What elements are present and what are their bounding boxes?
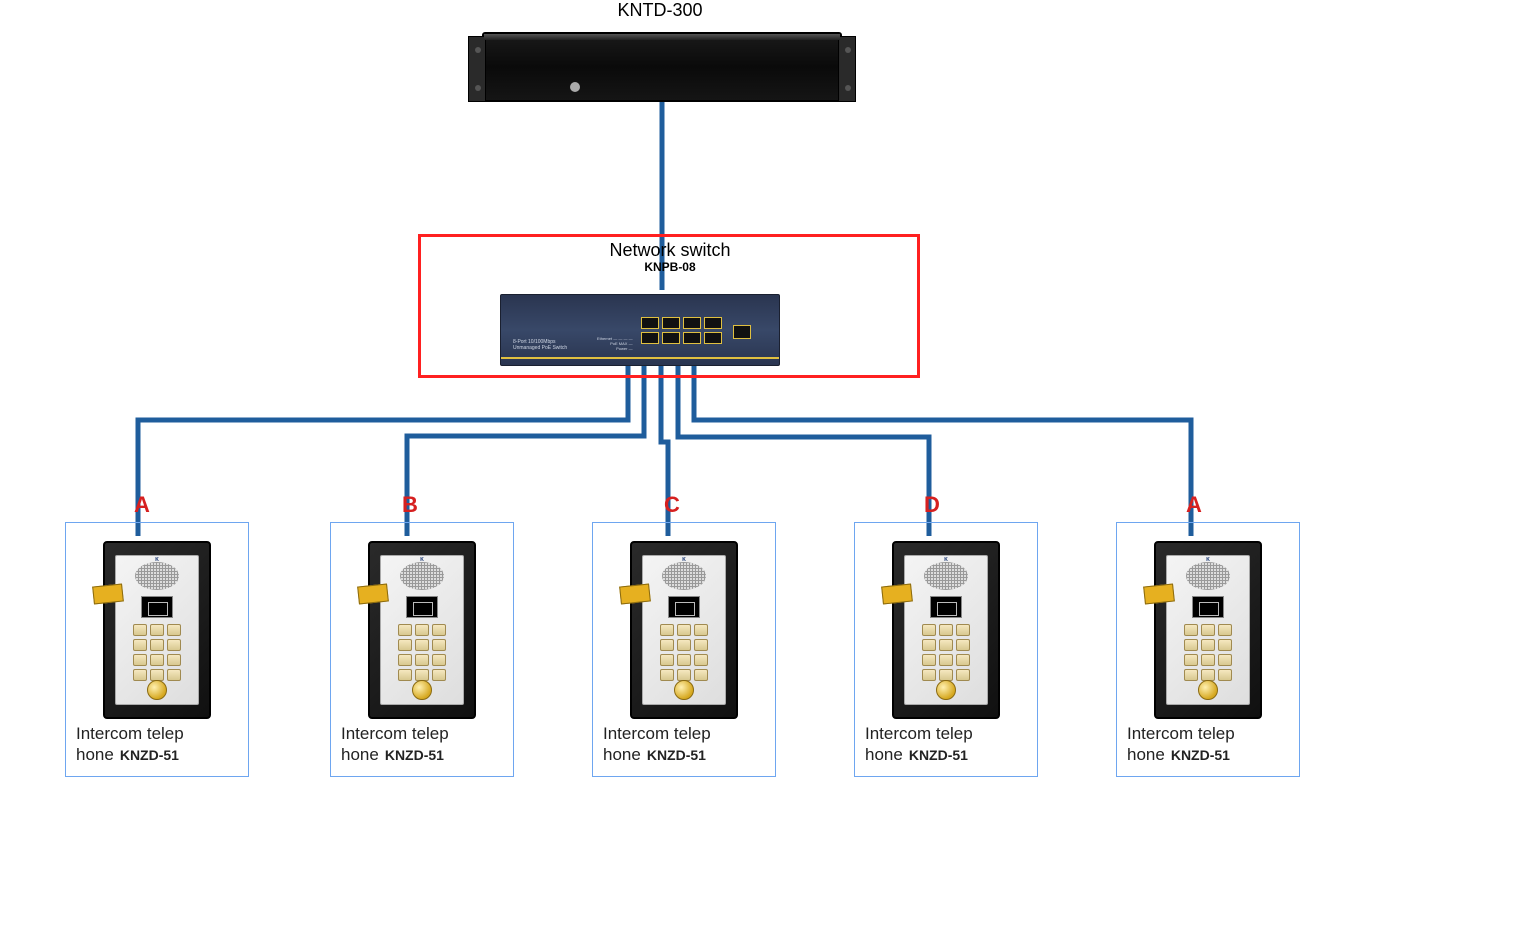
intercom-model-label: KNZD-51 — [909, 747, 968, 763]
intercom-phone: K— — — [368, 541, 476, 719]
intercom-type-label: Intercom telep — [865, 724, 973, 743]
keypad — [1184, 624, 1232, 681]
switch-device: 8-Port 10/100MbpsUnmanaged PoE Switch Et… — [500, 294, 780, 366]
switch-model: KNPB-08 — [560, 260, 780, 274]
intercom-type-label: Intercom telep — [1127, 724, 1235, 743]
card-reader — [1192, 596, 1224, 618]
call-button — [147, 680, 167, 700]
endpoint-letter: C — [664, 492, 680, 518]
wire-switch-b — [407, 366, 644, 536]
server-device — [482, 32, 842, 102]
intercom-type-label2: hone — [603, 745, 641, 764]
intercom-type-label: Intercom telep — [76, 724, 184, 743]
switch-title: Network switch — [560, 240, 780, 261]
intercom-caption: Intercom telep hone KNZD-51 — [865, 724, 1027, 766]
intercom-caption: Intercom telep hone KNZD-51 — [1127, 724, 1289, 766]
server-top-edge — [484, 34, 840, 40]
speaker-icon — [924, 562, 968, 590]
rfid-tag-icon — [92, 583, 124, 604]
keypad — [398, 624, 446, 681]
speaker-icon — [1186, 562, 1230, 590]
phone-face: K— — — [115, 555, 199, 705]
intercom-model-label: KNZD-51 — [647, 747, 706, 763]
switch-face-text: 8-Port 10/100MbpsUnmanaged PoE Switch — [513, 339, 567, 351]
card-reader — [141, 596, 173, 618]
intercom-phone: K— — — [892, 541, 1000, 719]
server-label: KNTD-300 — [550, 0, 770, 21]
wire-switch-d — [678, 366, 929, 536]
rack-ear-right — [838, 36, 856, 102]
intercom-endpoint: K— — Intercom telep hone KNZD-51 — [854, 522, 1038, 777]
intercom-type-label2: hone — [865, 745, 903, 764]
phone-face: K— — — [380, 555, 464, 705]
intercom-type-label2: hone — [76, 745, 114, 764]
switch-poe-ports — [641, 317, 722, 344]
wire-switch-e — [694, 366, 1191, 536]
rfid-tag-icon — [357, 583, 389, 604]
intercom-caption: Intercom telep hone KNZD-51 — [603, 724, 765, 766]
rack-ear-left — [468, 36, 486, 102]
rfid-tag-icon — [1143, 583, 1175, 604]
keypad — [922, 624, 970, 681]
intercom-endpoint: K— — Intercom telep hone KNZD-51 — [1116, 522, 1300, 777]
intercom-type-label2: hone — [341, 745, 379, 764]
endpoint-letter: B — [402, 492, 418, 518]
phone-face: K— — — [1166, 555, 1250, 705]
card-reader — [930, 596, 962, 618]
endpoint-letter: A — [134, 492, 150, 518]
keypad — [660, 624, 708, 681]
intercom-endpoint: K— — Intercom telep hone KNZD-51 — [330, 522, 514, 777]
intercom-phone: K— — — [1154, 541, 1262, 719]
intercom-type-label: Intercom telep — [603, 724, 711, 743]
intercom-model-label: KNZD-51 — [1171, 747, 1230, 763]
speaker-icon — [662, 562, 706, 590]
phone-face: K— — — [642, 555, 726, 705]
call-button — [1198, 680, 1218, 700]
switch-uplink-port — [733, 325, 751, 339]
intercom-caption: Intercom telep hone KNZD-51 — [341, 724, 503, 766]
endpoint-letter: D — [924, 492, 940, 518]
endpoint-letter: A — [1186, 492, 1202, 518]
card-reader — [668, 596, 700, 618]
phone-face: K— — — [904, 555, 988, 705]
intercom-type-label2: hone — [1127, 745, 1165, 764]
rfid-tag-icon — [881, 583, 913, 604]
intercom-model-label: KNZD-51 — [385, 747, 444, 763]
intercom-caption: Intercom telep hone KNZD-51 — [76, 724, 238, 766]
card-reader — [406, 596, 438, 618]
intercom-endpoint: K— — Intercom telep hone KNZD-51 — [65, 522, 249, 777]
speaker-icon — [135, 562, 179, 590]
call-button — [412, 680, 432, 700]
intercom-phone: K— — — [630, 541, 738, 719]
intercom-endpoint: K— — Intercom telep hone KNZD-51 — [592, 522, 776, 777]
rfid-tag-icon — [619, 583, 651, 604]
call-button — [936, 680, 956, 700]
wire-switch-a — [138, 366, 628, 536]
speaker-icon — [400, 562, 444, 590]
wires-layer — [0, 0, 1521, 951]
intercom-model-label: KNZD-51 — [120, 747, 179, 763]
call-button — [674, 680, 694, 700]
intercom-type-label: Intercom telep — [341, 724, 449, 743]
server-led — [570, 82, 580, 92]
keypad — [133, 624, 181, 681]
intercom-phone: K— — — [103, 541, 211, 719]
switch-leds: Ethernet — — — —PoE MAX —Power — — [597, 336, 633, 351]
